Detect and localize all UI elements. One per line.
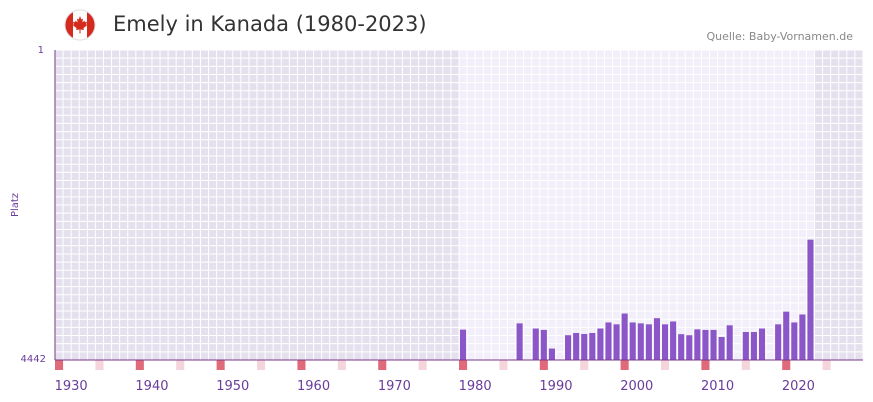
x-tick-label-1970: 1970	[378, 379, 411, 394]
x-axis-marker-1993	[580, 360, 589, 370]
bar-1988	[540, 329, 547, 360]
source-credit: Quelle: Baby-Vornamen.de	[706, 30, 853, 43]
x-tick-label-1980: 1980	[459, 379, 492, 394]
x-tick-label-1960: 1960	[297, 379, 330, 394]
bar-1998	[621, 313, 628, 360]
x-axis-marker-1933	[95, 360, 104, 370]
page-title: Emely in Kanada (1980-2023)	[113, 12, 427, 36]
bar-2014	[750, 332, 757, 360]
x-axis-marker-1988	[539, 360, 548, 370]
bar-2013	[742, 332, 749, 360]
x-axis-marker-1973	[418, 360, 427, 370]
bar-2010	[718, 336, 725, 360]
x-axis-marker-1948	[216, 360, 225, 370]
bar-1985	[516, 323, 523, 360]
bar-2018	[783, 311, 790, 360]
chart-grid	[54, 49, 864, 361]
x-axis-marker-1963	[337, 360, 346, 370]
x-axis-marker-2018	[782, 360, 791, 370]
x-axis-marker-1978	[459, 360, 468, 370]
x-axis-marker-1938	[135, 360, 144, 370]
y-tick-label-bottom: 4442	[21, 354, 46, 365]
bar-2015	[758, 328, 766, 360]
x-tick-label-1950: 1950	[216, 379, 249, 394]
y-axis-title: Platz	[10, 193, 21, 217]
bar-2004	[670, 321, 677, 360]
x-axis-marker-2008	[701, 360, 710, 370]
header: Emely in Kanada (1980-2023) Quelle: Baby…	[0, 0, 873, 50]
bar-1993	[581, 333, 588, 360]
x-axis-marker-1983	[499, 360, 508, 370]
bar-2021	[807, 239, 814, 360]
bar-1989	[548, 348, 555, 360]
bar-2002	[653, 318, 660, 360]
bar-2005	[678, 334, 685, 360]
chart-bars	[460, 239, 814, 360]
bar-2020	[799, 314, 806, 360]
x-axis-marker-1928	[55, 360, 64, 370]
bar-1997	[613, 324, 620, 360]
bar-2008	[702, 329, 709, 360]
x-tick-label-1930: 1930	[55, 379, 88, 394]
bar-1994	[589, 332, 596, 360]
chart-axes	[54, 50, 863, 370]
x-tick-label-2020: 2020	[782, 379, 815, 394]
bar-2006	[686, 335, 693, 360]
x-axis-marker-1953	[257, 360, 266, 370]
bar-2003	[662, 324, 669, 360]
bar-1999	[629, 322, 636, 360]
bar-2001	[645, 324, 652, 360]
x-axis-marker-2003	[661, 360, 670, 370]
bar-1996	[605, 322, 612, 360]
x-tick-label-1940: 1940	[135, 379, 168, 394]
x-axis-marker-1943	[176, 360, 185, 370]
x-tick-labels: 1930 1940 1950 1960 1970 1980 1990 2000 2010 2020	[55, 379, 815, 394]
x-tick-label-2010: 2010	[701, 379, 734, 394]
x-axis-marker-2023	[822, 360, 831, 370]
x-axis-marker-1958	[297, 360, 306, 370]
bar-2009	[710, 329, 717, 360]
bar-2017	[775, 324, 782, 360]
x-axis-marker-1998	[620, 360, 629, 370]
x-axis-marker-1968	[378, 360, 387, 370]
bar-2000	[637, 323, 644, 360]
x-axis-marker-2013	[741, 360, 750, 370]
bar-1992	[573, 332, 580, 360]
x-tick-label-2000: 2000	[620, 379, 653, 394]
bar-1995	[597, 328, 604, 360]
x-tick-label-1990: 1990	[539, 379, 572, 394]
bar-1991	[565, 335, 572, 360]
bar-2011	[726, 325, 733, 360]
bar-2007	[694, 329, 701, 360]
bar-1978	[460, 329, 467, 360]
bar-2019	[791, 322, 798, 360]
y-tick-label-top: 1	[38, 45, 44, 56]
canada-flag-icon	[64, 9, 96, 41]
bar-1987	[532, 328, 539, 360]
